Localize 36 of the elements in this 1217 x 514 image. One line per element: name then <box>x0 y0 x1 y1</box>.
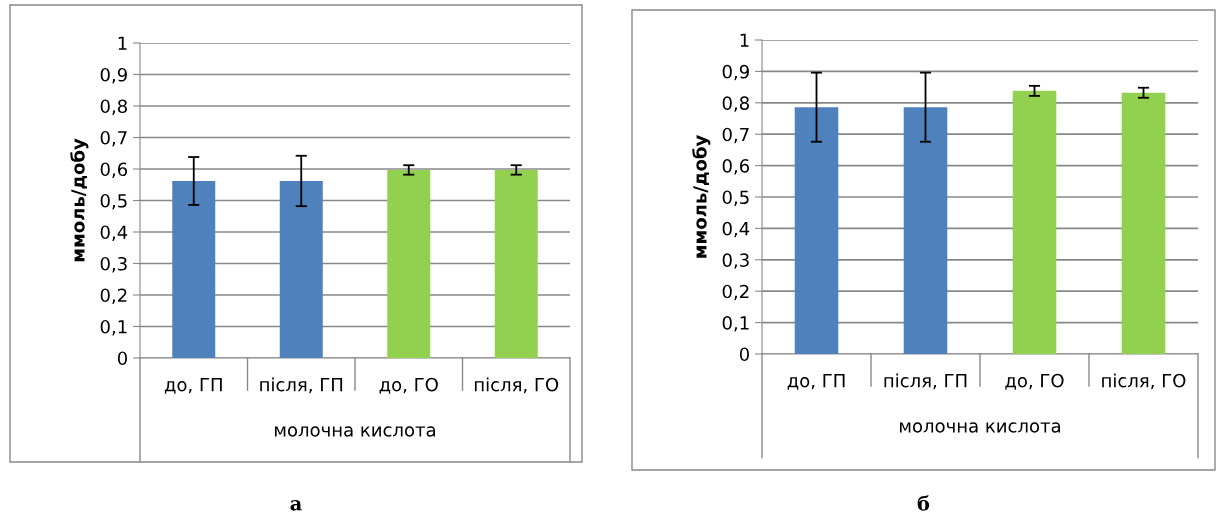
y-tick-label: 0,6 <box>722 159 750 175</box>
y-tick-label: 0,2 <box>100 288 127 304</box>
y-tick-label: 0,2 <box>722 284 749 301</box>
x-axis-title: молочна кислота <box>900 422 1060 433</box>
y-tick-label: 0,5 <box>722 190 749 206</box>
x-tick-label: до, ГО <box>379 377 438 394</box>
y-tick-label: 0,4 <box>100 225 128 241</box>
y-axis-title: ммоль/добу <box>70 138 89 262</box>
y-tick-label: 0,4 <box>722 221 750 238</box>
x-tick-label: після, ГП <box>260 377 343 394</box>
x-tick-label: до, ГО <box>1005 373 1064 390</box>
y-tick-label: 0 <box>739 347 749 362</box>
y-tick-label: 0,8 <box>100 99 127 115</box>
y-axis-title: ммоль/добу <box>692 135 711 258</box>
x-tick-label: після, ГО <box>474 377 559 394</box>
y-tick-label: 0 <box>117 351 127 366</box>
x-tick-label: після, ГО <box>1102 373 1186 390</box>
x-tick-label: до, ГП <box>164 378 222 394</box>
y-tick-label: 1 <box>740 33 749 47</box>
y-tick-label: 0,7 <box>722 127 749 144</box>
x-tick-label: до, ГП <box>787 374 845 390</box>
y-tick-label: 0,9 <box>100 67 127 84</box>
text: б <box>917 495 930 511</box>
y-tick-label: 0,1 <box>100 319 127 336</box>
y-tick-label: 0,1 <box>722 316 749 332</box>
x-tick-label: після, ГП <box>884 373 967 390</box>
y-tick-label: 0,8 <box>722 96 749 112</box>
text: а <box>290 500 302 511</box>
y-tick-label: 0,6 <box>100 162 128 178</box>
y-tick-label: 0,3 <box>100 256 127 273</box>
y-tick-label: 0,9 <box>722 64 749 81</box>
y-tick-label: 1 <box>118 36 127 50</box>
y-tick-label: 0,3 <box>722 253 749 269</box>
y-tick-label: 0,5 <box>100 193 127 210</box>
x-axis-title: молочна кислота <box>275 426 435 437</box>
y-tick-label: 0,7 <box>100 130 127 147</box>
